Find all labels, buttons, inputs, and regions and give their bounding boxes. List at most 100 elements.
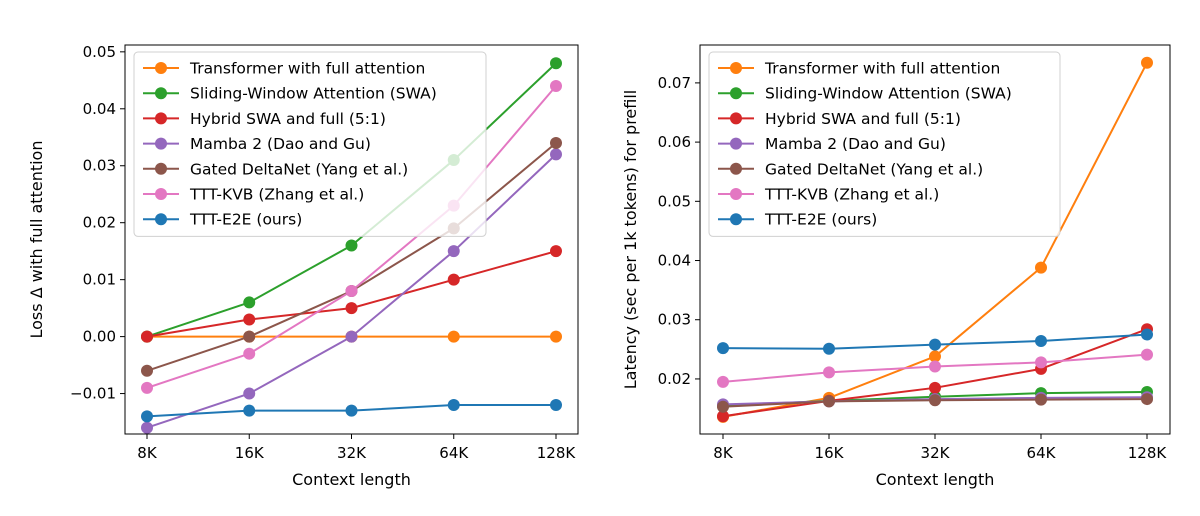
latency-x-tick-label: 32K [921,444,951,462]
latency-data-point-ttt-kvb-zhang-et-al [929,360,941,373]
loss-x-tick-label: 64K [439,444,469,462]
loss-data-point-gated-deltanet-yang-et-al [141,364,153,377]
latency-data-point-ttt-e2e-ours [1141,328,1153,341]
latency-data-point-ttt-kvb-zhang-et-al [1141,348,1153,361]
loss-y-ticks: −0.01 0.00 0.01 0.02 0.03 0.04 0.05 [70,43,125,403]
latency-legend-label: Gated DeltaNet (Yang et al.) [765,160,983,178]
loss-x-ticks: 8K 16K 32K 64K 128K [137,434,576,462]
loss-legend-label: Mamba 2 (Dao and Gu) [190,135,371,153]
loss-legend-label: TTT-E2E (ours) [189,211,302,229]
latency-legend-marker [730,213,742,226]
latency-y-tick-label: 0.05 [658,192,691,210]
latency-legend-marker [730,162,742,175]
loss-legend-label: Hybrid SWA and full (5:1) [190,110,386,128]
loss-data-point-hybrid-swa-and-full-5-1 [141,330,153,343]
latency-legend-marker [730,87,742,100]
latency-data-point-ttt-e2e-ours [1035,335,1047,348]
loss-data-point-ttt-e2e-ours [243,404,256,417]
loss-legend-marker [155,62,167,74]
latency-data-point-gated-deltanet-yang-et-al [1035,393,1047,406]
loss-y-tick-label: 0.01 [83,271,116,289]
loss-data-point-mamba-2-dao-and-gu [447,245,460,258]
loss-y-tick-label: 0.02 [83,214,116,232]
loss-data-point-mamba-2-dao-and-gu [550,148,562,161]
loss-x-axis-label: Context length [292,470,411,489]
loss-y-tick-label: 0.03 [83,157,116,175]
loss-data-point-sliding-window-attention-swa [550,57,562,70]
latency-legend-marker [730,62,742,74]
latency-x-tick-label: 16K [815,444,845,462]
latency-legend-marker [730,112,742,125]
latency-data-point-gated-deltanet-yang-et-al [929,394,941,407]
loss-legend-marker [155,162,167,175]
loss-legend: Transformer with full attention Sliding-W… [133,51,487,237]
latency-data-point-ttt-e2e-ours [929,338,941,351]
latency-x-axis-label: Context length [876,470,995,489]
latency-legend-label: TTT-KVB (Zhang et al.) [764,186,939,204]
loss-legend-label: Gated DeltaNet (Yang et al.) [190,160,408,178]
latency-data-point-ttt-kvb-zhang-et-al [1035,356,1047,369]
latency-x-ticks: 8K 16K 32K 64K 128K [713,434,1167,462]
latency-data-point-hybrid-swa-and-full-5-1 [717,410,729,423]
loss-data-point-hybrid-swa-and-full-5-1 [447,273,460,286]
latency-y-tick-label: 0.07 [658,74,691,92]
loss-legend-marker [155,87,167,100]
loss-y-axis-label: Loss Δ with full attention [27,141,46,339]
loss-y-tick-label: 0.04 [83,100,116,118]
loss-data-point-ttt-e2e-ours [447,398,460,411]
loss-legend-marker [155,112,167,125]
latency-x-tick-label: 128K [1128,444,1168,462]
loss-data-point-sliding-window-attention-swa [243,296,256,309]
loss-data-point-ttt-kvb-zhang-et-al [141,381,153,394]
latency-legend-marker [730,188,742,200]
loss-x-tick-label: 8K [137,444,158,462]
loss-legend-box [133,51,487,237]
loss-data-point-transformer-with-full-attention [550,330,562,343]
latency-data-point-ttt-kvb-zhang-et-al [717,375,729,388]
loss-data-point-ttt-e2e-ours [550,398,562,411]
latency-x-tick-label: 64K [1027,444,1057,462]
loss-data-point-ttt-kvb-zhang-et-al [243,347,256,360]
loss-data-point-ttt-kvb-zhang-et-al [550,80,562,93]
latency-legend-label: Sliding-Window Attention (SWA) [765,85,1012,103]
latency-data-point-gated-deltanet-yang-et-al [1141,393,1153,406]
loss-y-tick-label: 0.05 [83,43,116,61]
latency-chart: 8K 16K 32K 64K 128K 0.02 0.03 0.04 0.05 0.06 0.07… [621,44,1171,489]
loss-data-point-mamba-2-dao-and-gu [141,421,153,434]
loss-legend-marker [155,137,167,150]
latency-data-point-transformer-with-full-attention [1141,56,1153,69]
latency-y-tick-label: 0.02 [658,370,691,388]
latency-y-tick-label: 0.04 [658,252,691,270]
latency-y-tick-label: 0.03 [658,311,691,329]
latency-data-point-gated-deltanet-yang-et-al [717,400,729,413]
loss-y-tick-label: 0.00 [83,328,116,346]
loss-data-point-mamba-2-dao-and-gu [345,330,358,343]
loss-x-tick-label: 16K [235,444,265,462]
latency-y-axis-label: Latency (sec per 1k tokens) for prefill [621,90,640,390]
loss-legend-marker [155,213,167,226]
loss-y-tick-label: −0.01 [70,385,116,403]
loss-legend-label: Transformer with full attention [189,60,425,78]
loss-data-point-ttt-e2e-ours [141,410,153,423]
latency-legend-label: TTT-E2E (ours) [764,211,877,229]
latency-data-point-transformer-with-full-attention [1035,261,1047,274]
latency-x-tick-label: 8K [713,444,734,462]
loss-data-point-hybrid-swa-and-full-5-1 [243,313,256,326]
loss-data-point-mamba-2-dao-and-gu [243,387,256,400]
latency-data-point-ttt-e2e-ours [717,342,729,355]
loss-chart: 8K 16K 32K 64K 128K −0.01 0.00 0.01 0.02 0.03 0.0… [27,43,579,489]
loss-data-point-gated-deltanet-yang-et-al [243,330,256,343]
latency-data-point-ttt-kvb-zhang-et-al [823,366,835,379]
latency-y-tick-label: 0.06 [658,133,691,151]
loss-data-point-ttt-e2e-ours [345,404,358,417]
latency-legend-label: Hybrid SWA and full (5:1) [765,110,961,128]
loss-data-point-hybrid-swa-and-full-5-1 [345,302,358,315]
latency-data-point-gated-deltanet-yang-et-al [823,395,835,408]
loss-legend-label: Sliding-Window Attention (SWA) [190,85,437,103]
loss-legend-marker [155,188,167,200]
loss-data-point-sliding-window-attention-swa [345,239,358,252]
latency-legend-marker [730,137,742,150]
latency-data-point-ttt-e2e-ours [823,342,835,355]
latency-y-ticks: 0.02 0.03 0.04 0.05 0.06 0.07 [658,74,700,388]
